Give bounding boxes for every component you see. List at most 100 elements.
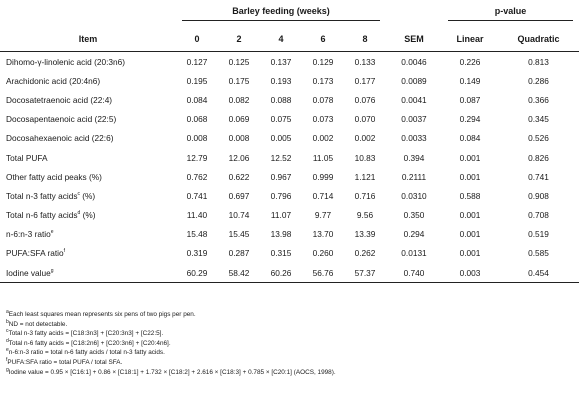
table-row: PUFA:SFA ratiof 0.319 0.287 0.315 0.260 0.262… (0, 244, 579, 263)
column-header-linear: Linear (456, 34, 484, 44)
cell-quadratic: 0.708 (528, 210, 549, 221)
cell-sem: 0.0310 (401, 190, 427, 201)
cell-sem: 0.0046 (386, 51, 442, 72)
cell-week-0: 0.068 (186, 114, 208, 125)
cell-quadratic: 0.585 (528, 248, 549, 259)
cell-week-6: 0.002 (312, 133, 334, 144)
cell-week-4: 60.26 (260, 263, 302, 284)
cell-week-8: 0.133 (344, 51, 386, 72)
cell-week-2: 0.008 (228, 133, 250, 144)
cell-linear: 0.226 (442, 51, 498, 72)
cell-linear: 0.001 (459, 210, 481, 221)
cell-week-6: 9.77 (314, 210, 332, 221)
cell-sem: 0.394 (403, 152, 425, 163)
cell-sem: 0.2111 (401, 171, 427, 182)
cell-week-4: 0.796 (270, 190, 292, 201)
cell-week-2: 10.74 (228, 210, 250, 221)
cell-sem: 0.0037 (401, 114, 427, 125)
column-header-quadratic: Quadratic (517, 34, 560, 44)
cell-linear: 0.294 (459, 114, 481, 125)
row-item-label: Total n-6 fatty acidsd (%) (6, 210, 96, 221)
cell-quadratic: 0.826 (528, 152, 549, 163)
cell-week-4: 0.088 (270, 94, 292, 105)
row-item-label: Docosapentaenoic acid (22:5) (6, 114, 117, 125)
row-item-label: Total PUFA (6, 152, 48, 163)
footnote-marker: f (63, 248, 66, 255)
cell-week-6: 0.999 (312, 171, 334, 182)
cell-week-2: 0.175 (228, 75, 250, 86)
table-body: Dihomo-γ-linolenic acid (20:3n6) 0.127 0.1… (0, 51, 579, 284)
cell-week-0: 0.127 (176, 51, 218, 72)
cell-sem: 0.0089 (401, 75, 427, 86)
column-header-week-6: 6 (320, 34, 326, 44)
cell-week-4: 0.193 (270, 75, 292, 86)
table-row: Total n-3 fatty acidsc (%) 0.741 0.697 0.79… (0, 186, 579, 205)
table-row: Total PUFA 12.79 12.06 12.52 11.05 10.83 0.394… (0, 148, 579, 167)
cell-week-0: 0.008 (186, 133, 208, 144)
cell-week-0: 0.319 (186, 248, 208, 259)
cell-week-0: 0.084 (186, 94, 208, 105)
row-item-label: Other fatty acid peaks (%) (6, 171, 102, 182)
table-row: Total n-6 fatty acidsd (%) 11.40 10.74 11.0… (0, 206, 579, 225)
footnote-marker: c (77, 191, 80, 198)
footnote-marker: e (50, 229, 54, 236)
cell-linear: 0.001 (459, 152, 481, 163)
footnote-line: en-6:n-3 ratio = total n-6 fatty acids /… (6, 347, 165, 357)
cell-week-6: 0.260 (312, 248, 334, 259)
cell-week-8: 0.177 (354, 75, 376, 86)
cell-quadratic: 0.526 (528, 133, 549, 144)
table-row: Docosahexaenoic acid (22:6) 0.008 0.008 0.0… (0, 129, 579, 148)
column-header-week-2: 2 (236, 34, 242, 44)
cell-week-0: 0.741 (186, 190, 208, 201)
cell-linear: 0.084 (459, 133, 481, 144)
cell-week-2: 0.082 (228, 94, 250, 105)
cell-sem: 0.0033 (401, 133, 427, 144)
cell-week-8: 10.83 (354, 152, 376, 163)
cell-linear: 0.001 (459, 171, 481, 182)
column-header-sem: SEM (404, 34, 424, 44)
cell-week-0: 11.40 (186, 210, 208, 221)
cell-sem: 0.740 (386, 263, 442, 284)
group-header-row: Barley feeding (weeks) p-value (0, 0, 579, 27)
group-header-pvalue: p-value (442, 0, 579, 27)
cell-week-6: 0.073 (312, 114, 334, 125)
table-row: Iodine valueg 60.29 58.42 60.26 56.76 57.37 0.… (0, 263, 579, 284)
cell-quadratic: 0.345 (528, 114, 549, 125)
column-header-item: Item (78, 34, 98, 44)
cell-week-2: 15.45 (228, 229, 250, 240)
cell-week-8: 13.39 (354, 229, 376, 240)
footnotes: aEach least squares mean represents six … (6, 309, 576, 377)
footnote-marker: g (50, 267, 54, 274)
cell-quadratic: 0.813 (498, 51, 579, 72)
cell-week-8: 57.37 (344, 263, 386, 284)
cell-week-4: 0.315 (270, 248, 292, 259)
row-item-label: n-6:n-3 ratioe (6, 229, 54, 240)
cell-quadratic: 0.741 (528, 171, 549, 182)
cell-week-4: 0.137 (260, 51, 302, 72)
table-row: Docosatetraenoic acid (22:4) 0.084 0.082 0.… (0, 90, 579, 109)
cell-week-8: 0.716 (354, 190, 376, 201)
cell-week-8: 9.56 (356, 210, 374, 221)
column-header-week-4: 4 (278, 34, 284, 44)
cell-week-0: 15.48 (186, 229, 208, 240)
cell-week-8: 0.070 (354, 114, 376, 125)
group-header-feeding: Barley feeding (weeks) (176, 0, 386, 27)
group-header-spacer (0, 0, 176, 27)
cell-week-4: 13.98 (270, 229, 292, 240)
cell-week-4: 0.005 (270, 133, 292, 144)
table-row: Docosapentaenoic acid (22:5) 0.068 0.069 0.… (0, 110, 579, 129)
cell-quadratic: 0.286 (528, 75, 549, 86)
cell-linear: 0.588 (459, 190, 481, 201)
cell-week-0: 60.29 (176, 263, 218, 284)
cell-linear: 0.087 (459, 94, 481, 105)
cell-week-6: 11.05 (312, 152, 334, 163)
cell-week-8: 1.121 (354, 171, 376, 182)
footnote-line: gIodine value = 0.95 × [C16:1] + 0.86 × … (6, 366, 336, 376)
cell-week-2: 0.697 (228, 190, 250, 201)
cell-week-6: 0.714 (312, 190, 334, 201)
cell-linear: 0.001 (459, 229, 481, 240)
footnote-line: bND = not detectable. (6, 318, 68, 328)
cell-week-6: 13.70 (312, 229, 334, 240)
cell-week-8: 0.262 (354, 248, 376, 259)
footnote-line: cTotal n-3 fatty acids = [C18:3n3] + [C2… (6, 328, 164, 338)
